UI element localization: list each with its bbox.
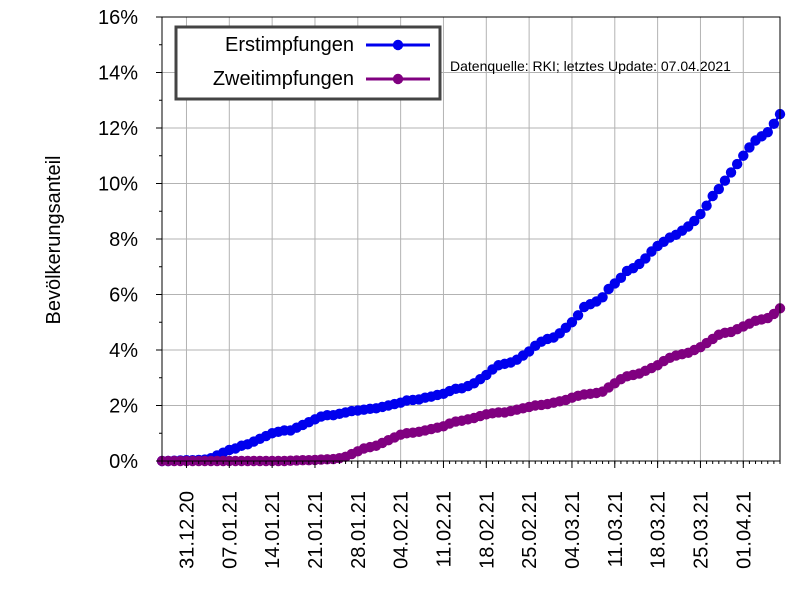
y-tick-label: 2%: [109, 396, 138, 418]
y-axis-ticks: 0% 2% 4% 6% 8% 10% 12% 14% 16%: [98, 7, 162, 473]
data-point: [707, 190, 718, 202]
data-point: [572, 310, 584, 321]
x-tick-label: 14.01.21: [262, 491, 284, 569]
x-tick-label: 11.02.21: [433, 491, 455, 567]
data-point: [725, 167, 737, 178]
y-tick-label: 10%: [98, 174, 138, 196]
legend-box: [174, 25, 442, 101]
y-tick-label: 6%: [109, 285, 138, 307]
y-tick-label: 0%: [109, 451, 138, 473]
x-tick-label: 25.03.21: [690, 491, 712, 569]
data-source-annotation: Datenquelle: RKI; letztes Update: 07.04.…: [450, 58, 731, 74]
chart-series: [156, 108, 786, 467]
x-axis-ticks: 31.12.20 07.01.21 14.01.21 21.01.21 28.01.21…: [161, 461, 781, 569]
x-tick-label: 18.02.21: [476, 491, 498, 569]
legend-label: Zweitimpfungen: [213, 68, 354, 90]
legend-label: Erstimpfungen: [225, 34, 354, 56]
x-tick-label: 04.02.21: [391, 491, 413, 569]
x-tick-label: 28.01.21: [348, 491, 370, 569]
legend-entry: Zweitimpfungen: [213, 68, 430, 90]
data-point: [731, 158, 743, 170]
data-point: [762, 126, 773, 138]
data-point: [701, 200, 712, 211]
data-point: [768, 118, 780, 130]
data-point: [738, 150, 749, 161]
x-tick-label: 18.03.21: [648, 491, 670, 569]
legend-marker: [392, 73, 404, 85]
legend-marker: [392, 39, 404, 51]
y-tick-label: 14%: [98, 63, 138, 85]
y-tick-label: 8%: [109, 229, 138, 251]
series-line: [162, 113, 782, 463]
x-tick-label: 11.03.21: [605, 491, 627, 567]
data-point: [640, 253, 651, 264]
data-point: [695, 208, 706, 220]
chart-legend: Erstimpfungen Zweitimpfungen: [174, 25, 442, 101]
data-point: [744, 142, 755, 153]
x-tick-label: 04.03.21: [562, 491, 584, 569]
y-tick-label: 16%: [98, 7, 138, 29]
x-tick-label: 31.12.20: [176, 491, 198, 569]
data-point: [689, 215, 700, 227]
y-axis-label: Bevölkerungsanteil: [43, 156, 65, 325]
y-tick-label: 4%: [109, 340, 138, 362]
x-tick-label: 07.01.21: [219, 491, 241, 569]
x-tick-label: 01.04.21: [733, 491, 755, 569]
data-point: [713, 183, 725, 195]
legend-entry: Erstimpfungen: [225, 34, 430, 56]
data-point: [719, 175, 731, 186]
data-point: [597, 292, 608, 303]
y-tick-label: 12%: [98, 118, 138, 140]
x-tick-label: 21.01.21: [305, 491, 327, 569]
data-point: [615, 272, 627, 284]
series-erstimpfungen: [156, 108, 786, 467]
x-tick-label: 25.02.21: [519, 491, 541, 569]
data-point: [566, 317, 578, 328]
